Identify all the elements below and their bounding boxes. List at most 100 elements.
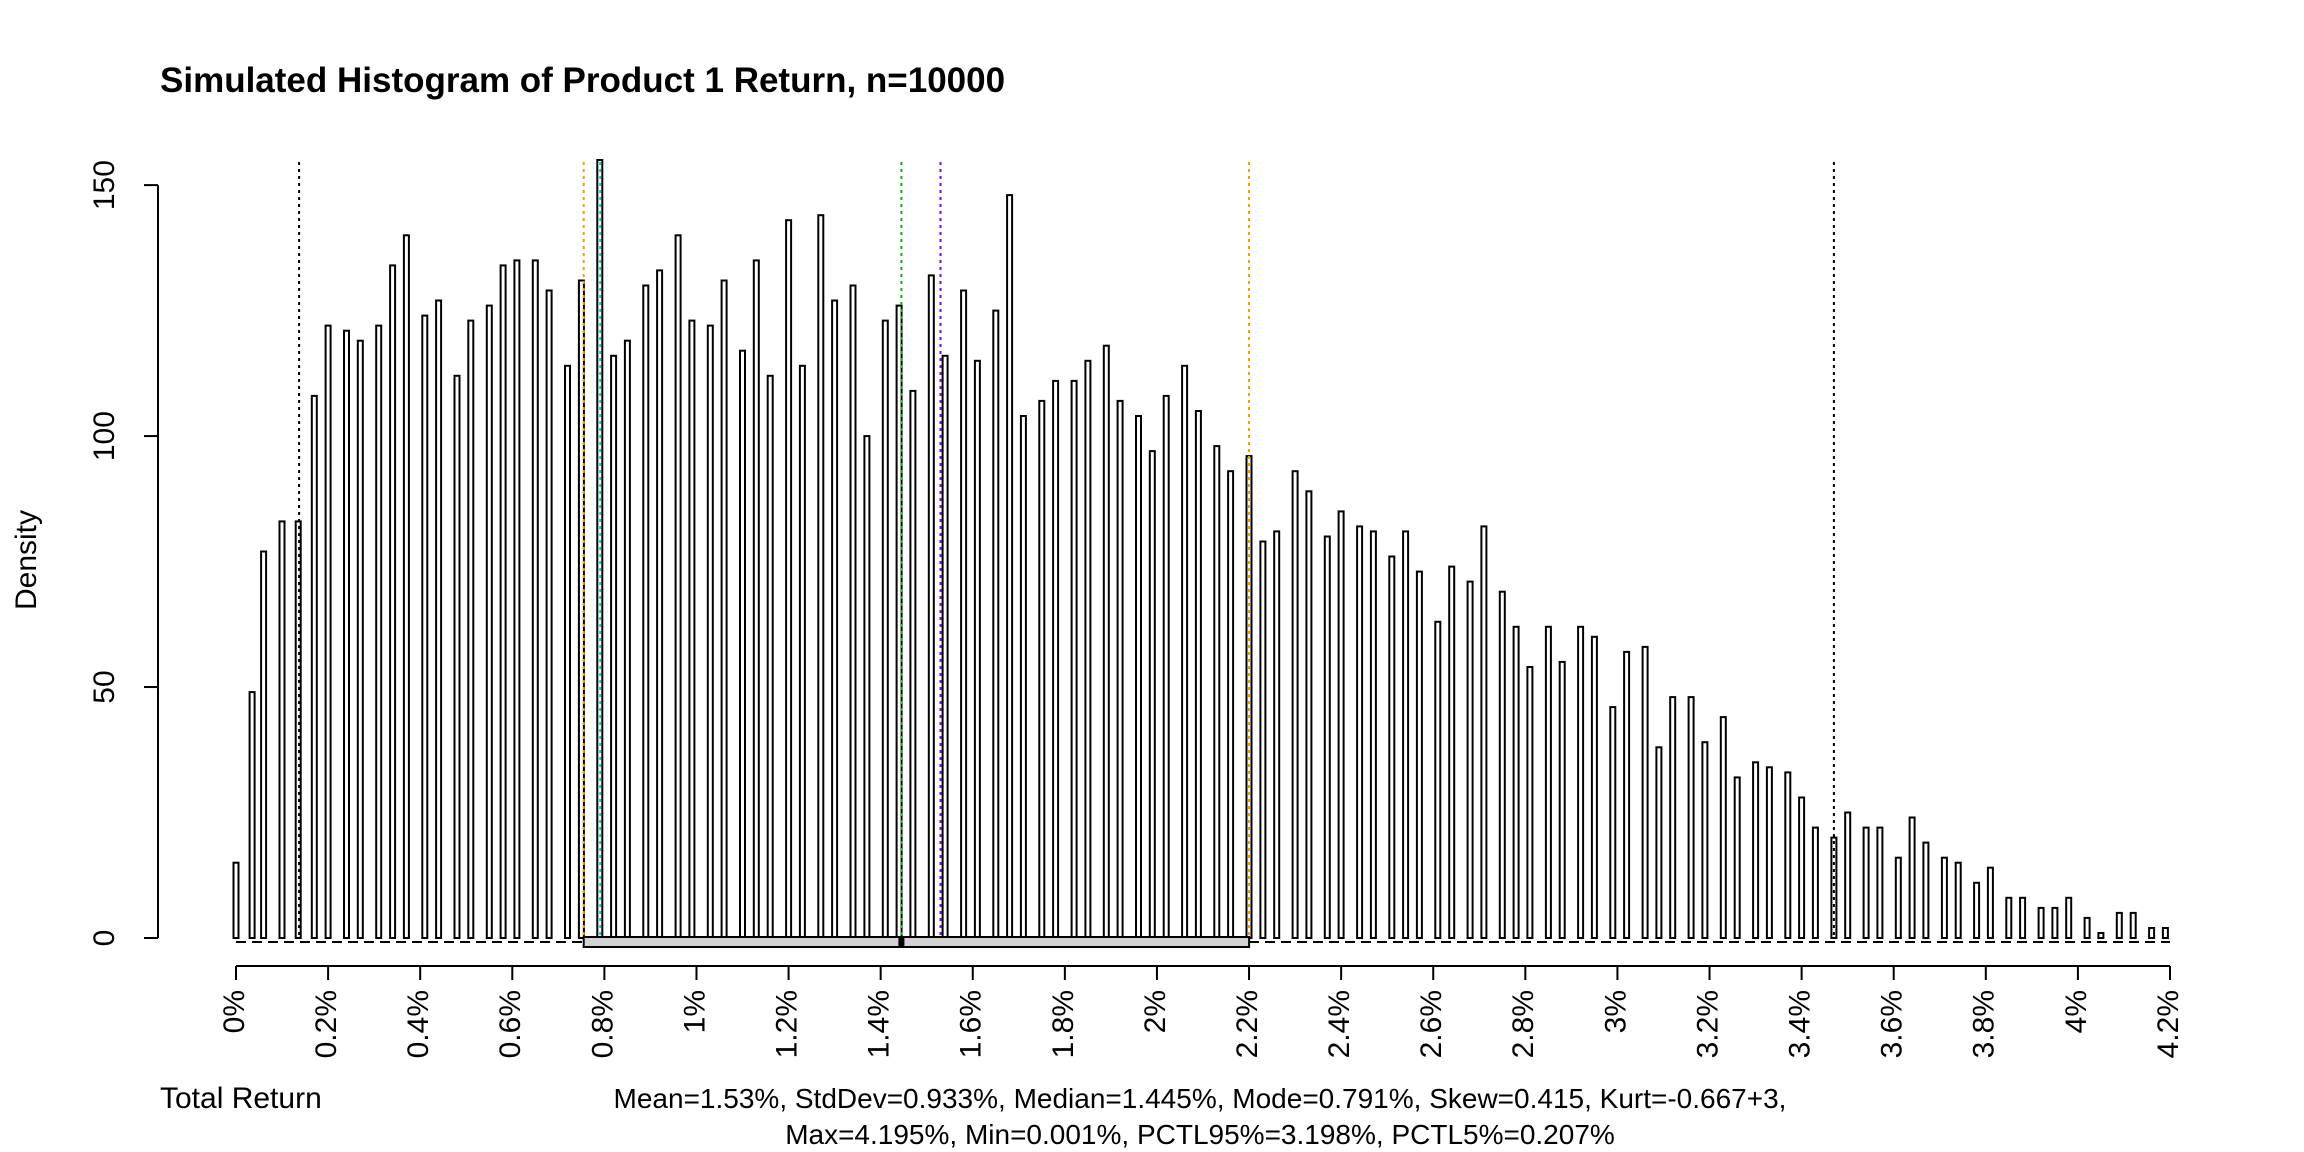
histogram-bar — [656, 269, 664, 939]
histogram-bar — [2115, 911, 2123, 940]
histogram-bar — [1908, 816, 1916, 939]
histogram-bar — [1609, 706, 1617, 939]
x-tick-label: 1.2% — [771, 990, 804, 1058]
histogram-bar — [310, 394, 318, 939]
x-tick-label: 3.6% — [1876, 990, 1909, 1058]
x-tick-label: 1% — [678, 990, 711, 1033]
histogram-bar — [1019, 415, 1027, 939]
histogram-bar — [941, 354, 949, 939]
histogram-bar — [623, 339, 631, 939]
histogram-bar — [1162, 394, 1170, 939]
histogram-bar — [485, 304, 493, 940]
histogram-bar — [1402, 530, 1410, 940]
histogram-bar — [766, 374, 774, 939]
x-tick-label: 3.2% — [1691, 990, 1724, 1058]
histogram-bar — [1701, 741, 1709, 940]
x-tick-label: 0.8% — [586, 990, 619, 1058]
histogram-bar — [402, 234, 410, 940]
histogram-bar — [1213, 445, 1221, 939]
histogram-bar — [1038, 399, 1046, 939]
histogram-bar — [1194, 410, 1202, 939]
histogram-bar — [2065, 896, 2073, 939]
histogram-bar — [1323, 535, 1331, 939]
histogram-bar — [1305, 490, 1313, 939]
histogram-bar — [1102, 344, 1110, 939]
histogram-bar — [260, 550, 268, 939]
chart-title: Simulated Histogram of Product 1 Return,… — [160, 61, 1005, 100]
histogram-bar — [1369, 530, 1377, 940]
histogram-bar — [1558, 660, 1566, 940]
histogram-bar — [1590, 635, 1598, 939]
x-tick-label: 4.2% — [2152, 990, 2185, 1058]
y-axis-label: Density — [10, 510, 43, 610]
histogram-bar — [248, 691, 256, 939]
histogram-bar — [1752, 761, 1760, 939]
x-tick-label: 3.8% — [1968, 990, 2001, 1058]
y-tick-label: 100 — [88, 411, 121, 461]
histogram-bar — [1526, 666, 1534, 939]
histogram-bar — [785, 219, 793, 939]
histogram-bar — [1844, 811, 1852, 939]
histogram-bar — [1273, 530, 1281, 940]
histogram-bar — [1291, 470, 1299, 939]
histogram-bar — [973, 359, 981, 939]
histogram-bar — [1811, 826, 1819, 939]
histogram-bar — [2005, 896, 2013, 939]
boxplot — [236, 936, 2170, 948]
x-tick-label: 1.8% — [1047, 990, 1080, 1058]
histogram-bar — [324, 324, 332, 940]
histogram-bar — [1466, 580, 1474, 939]
histogram-bar — [817, 214, 825, 939]
x-axis-label: Total Return — [160, 1082, 322, 1115]
x-tick-label: 0.4% — [402, 990, 435, 1058]
histogram-bar — [927, 274, 935, 939]
histogram-bar — [831, 299, 839, 939]
histogram-bar — [881, 319, 889, 940]
histogram-bar — [688, 319, 696, 940]
x-tick-label: 2.8% — [1507, 990, 1540, 1058]
histogram-bar — [2051, 906, 2059, 940]
histogram-bar — [992, 309, 1000, 940]
x-tick-label: 0.2% — [310, 990, 343, 1058]
x-tick-label: 2.2% — [1231, 990, 1264, 1058]
histogram-bar — [1784, 771, 1792, 940]
histogram-bar — [577, 279, 585, 939]
histogram-bar — [1954, 861, 1962, 940]
histogram-bar — [545, 289, 553, 939]
histogram-bar — [1733, 776, 1741, 940]
histogram-bar — [1798, 796, 1806, 939]
histogram-bar — [435, 299, 443, 939]
histogram-bar — [1973, 881, 1981, 939]
histogram-bar — [1876, 826, 1884, 939]
x-tick-label: 2.6% — [1415, 990, 1448, 1058]
histogram-bar — [1512, 625, 1520, 939]
histogram-bar — [1052, 379, 1060, 939]
histogram-bar — [1894, 856, 1902, 940]
histogram-bar — [1986, 866, 1994, 940]
histogram-bar — [1388, 555, 1396, 939]
x-tick-label: 4% — [2060, 990, 2093, 1033]
histogram-bar — [863, 435, 871, 939]
histogram-bar — [1415, 570, 1423, 939]
histogram-bar — [375, 324, 383, 940]
boxplot-box — [582, 936, 1251, 948]
histogram-bar — [1623, 650, 1631, 940]
histogram-bar — [1227, 470, 1235, 939]
histogram-bar — [2129, 911, 2137, 940]
histogram-bar — [531, 259, 539, 939]
histogram-bar — [1669, 696, 1677, 939]
histogram-bar — [1765, 766, 1773, 939]
x-tick-label: 3.4% — [1784, 990, 1817, 1058]
histogram-bar — [1135, 415, 1142, 939]
boxplot-median — [898, 936, 905, 948]
histogram-bar — [1356, 525, 1364, 940]
x-tick-label: 2% — [1139, 990, 1172, 1033]
histogram-bar — [1006, 194, 1014, 940]
histogram-bar — [1577, 625, 1585, 939]
histogram-bar — [610, 354, 618, 939]
histogram-bar — [564, 364, 571, 939]
histogram-bar — [2037, 906, 2045, 940]
y-tick-label: 150 — [88, 160, 121, 210]
histogram-bar — [1148, 450, 1156, 939]
